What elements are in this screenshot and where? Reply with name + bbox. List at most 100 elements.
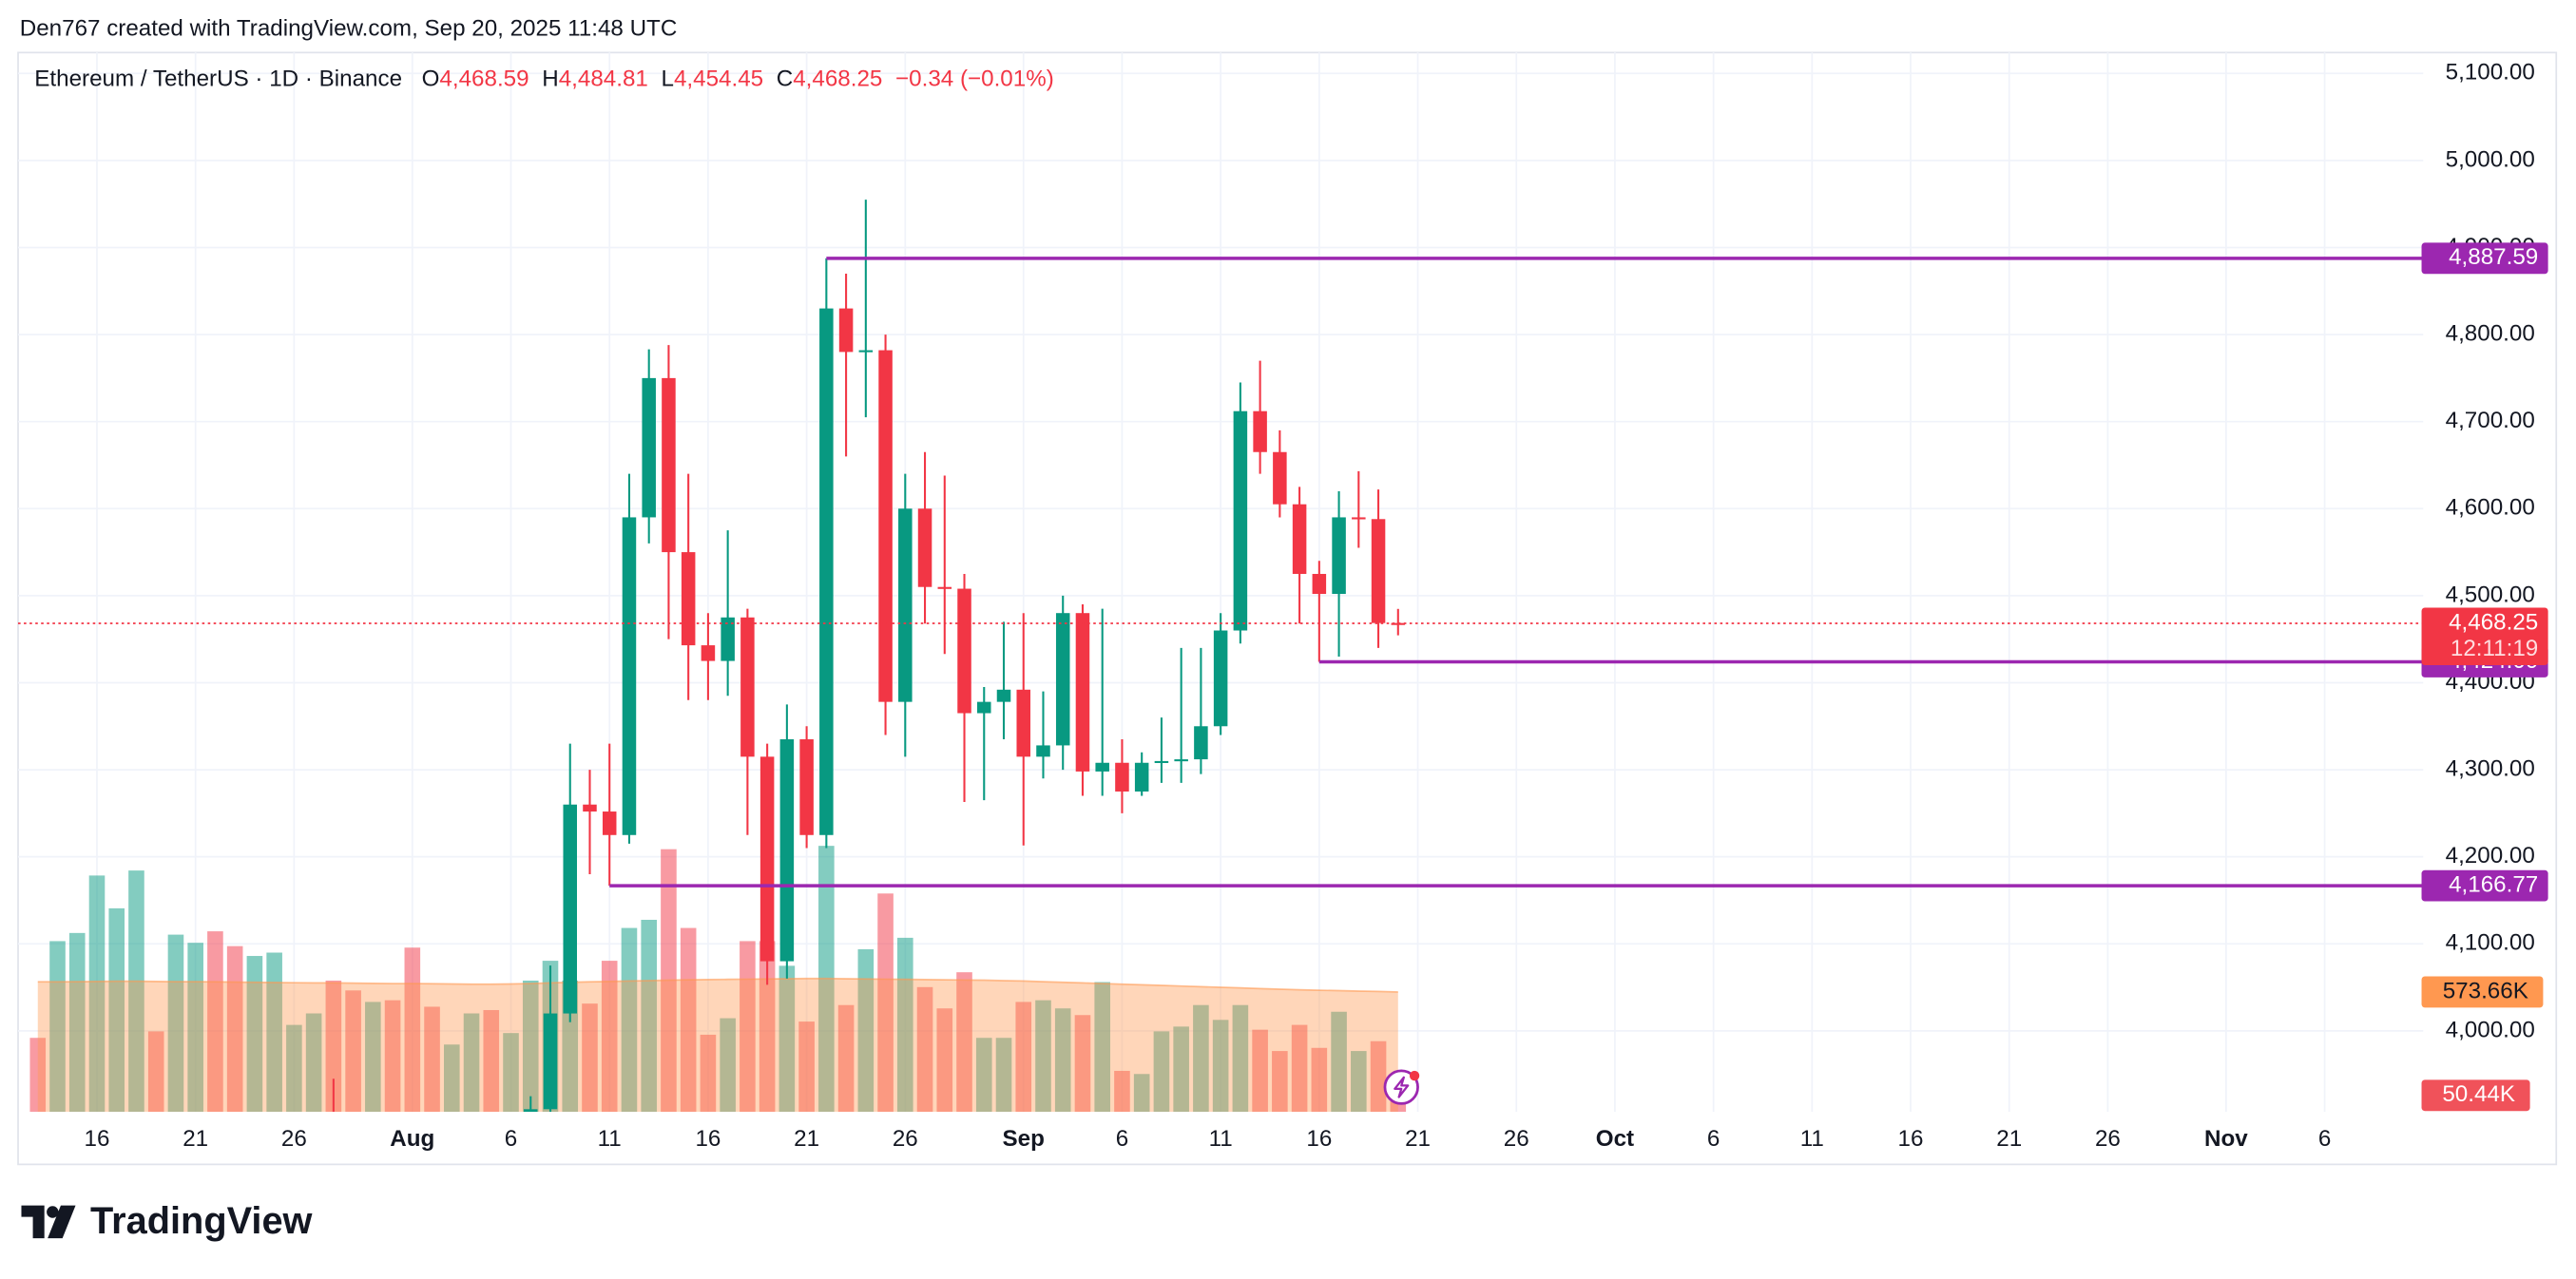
x-tick-label: 21 [794,1126,819,1152]
x-tick-label: 21 [1405,1126,1431,1152]
volume-bar [128,870,144,1113]
candle-body [642,377,656,518]
volume-bar [384,1000,401,1113]
candle-body [759,756,775,962]
candle-body [898,508,913,702]
volume-bar [483,1009,500,1113]
volume-bar [1153,1031,1170,1113]
legend-key: C [777,67,793,92]
volume-bar [916,986,933,1113]
volume-bar [1351,1051,1367,1113]
legend-key: H [542,67,558,92]
candle-body [1292,504,1307,574]
volume-ma-box [2421,976,2544,1008]
candle-body [1036,745,1050,757]
x-tick-label: 11 [1800,1126,1824,1152]
y-tick-label: 5,000.00 [2446,146,2535,172]
y-tick-label: 4,200.00 [2446,843,2535,869]
candle-body [1352,517,1366,520]
volume-bar [1133,1074,1150,1113]
candle-body [662,377,676,553]
x-tick-label: 6 [505,1126,517,1152]
x-tick-label: 26 [2095,1126,2121,1152]
volume-bar [266,952,282,1113]
y-tick-label: 4,600.00 [2446,495,2535,521]
volume-bar [345,990,361,1113]
volume-bar [167,934,184,1113]
legend-key: L [662,67,674,92]
volume-bar [522,980,539,1113]
x-tick-label: 26 [1504,1126,1529,1152]
volume-bar [1114,1070,1130,1113]
volume-bar [1252,1029,1268,1113]
volume-bar [601,961,618,1113]
x-tick-label: 6 [2318,1126,2331,1152]
volume-bar [147,1031,164,1113]
volume-bar [720,1018,736,1113]
volume-bar [1054,1008,1071,1113]
x-tick-label: 26 [281,1126,307,1152]
x-tick-label: 11 [598,1126,622,1152]
volume-bar [365,1002,381,1113]
x-tick-label: Nov [2204,1126,2248,1152]
volume-bar [226,945,243,1113]
candle-body [1075,613,1090,772]
volume-bar [503,1033,519,1113]
volume-bar [29,1038,47,1113]
volume-bar [995,1038,1012,1113]
candle-body [799,739,814,835]
volume-bar [1173,1026,1189,1113]
volume-pane [29,846,1407,1113]
volume-bar [1272,1051,1288,1113]
price-label: 4,887.59 [2449,244,2538,270]
volume-bar [1291,1024,1308,1113]
x-tick-label: Sep [1003,1126,1045,1152]
legend-change: −0.34 (−0.01%) [895,67,1054,92]
volume-bar [779,965,796,1113]
candle-body [721,617,735,661]
candle-body [740,617,755,757]
x-tick-label: 16 [85,1126,110,1152]
chart-frame [17,51,2558,1166]
candle-body [1154,760,1169,763]
volume-ma-area [37,978,1398,1113]
candle-body [1273,451,1287,505]
volume-bar [463,1013,480,1113]
candle-body [563,804,577,1014]
candle-body [779,739,795,962]
y-tick-label: 4,300.00 [2446,755,2535,781]
volume-bar [207,931,223,1113]
volume-label: 50.44K [2442,1081,2515,1107]
volume-ma-line [37,977,1398,993]
volume-bar [443,1044,460,1113]
volume-bar [700,1034,717,1113]
symbol-title: Ethereum / TetherUS · 1D · Binance [34,67,402,92]
candle-body [838,308,854,353]
candle-body [1095,762,1109,772]
volume-bar [1094,982,1110,1113]
x-tick-label: 26 [893,1126,918,1152]
candle-body [523,1109,538,1113]
candle-body [819,308,834,835]
alert-icon[interactable] [1383,1069,1420,1105]
candle-body [1312,573,1327,595]
price-label-box [2421,242,2548,275]
legend: Ethereum / TetherUS · 1D · Binance O4,46… [34,67,1053,92]
candle-body [622,517,637,835]
candle-body [1233,410,1248,631]
volume-bar [582,1003,598,1113]
x-tick-label: 11 [1209,1126,1233,1152]
volume-bar [975,1038,992,1113]
brand-logo: TradingView [21,1200,313,1242]
volume-bar [325,980,342,1113]
candle-body [937,586,952,589]
candle-body [701,645,716,661]
x-tick-label: 6 [1707,1126,1720,1152]
candle-body [858,350,874,353]
volume-bar [857,948,875,1113]
x-tick-label: 21 [183,1126,208,1152]
candle-body [878,350,893,702]
volume-bar [798,1021,815,1113]
